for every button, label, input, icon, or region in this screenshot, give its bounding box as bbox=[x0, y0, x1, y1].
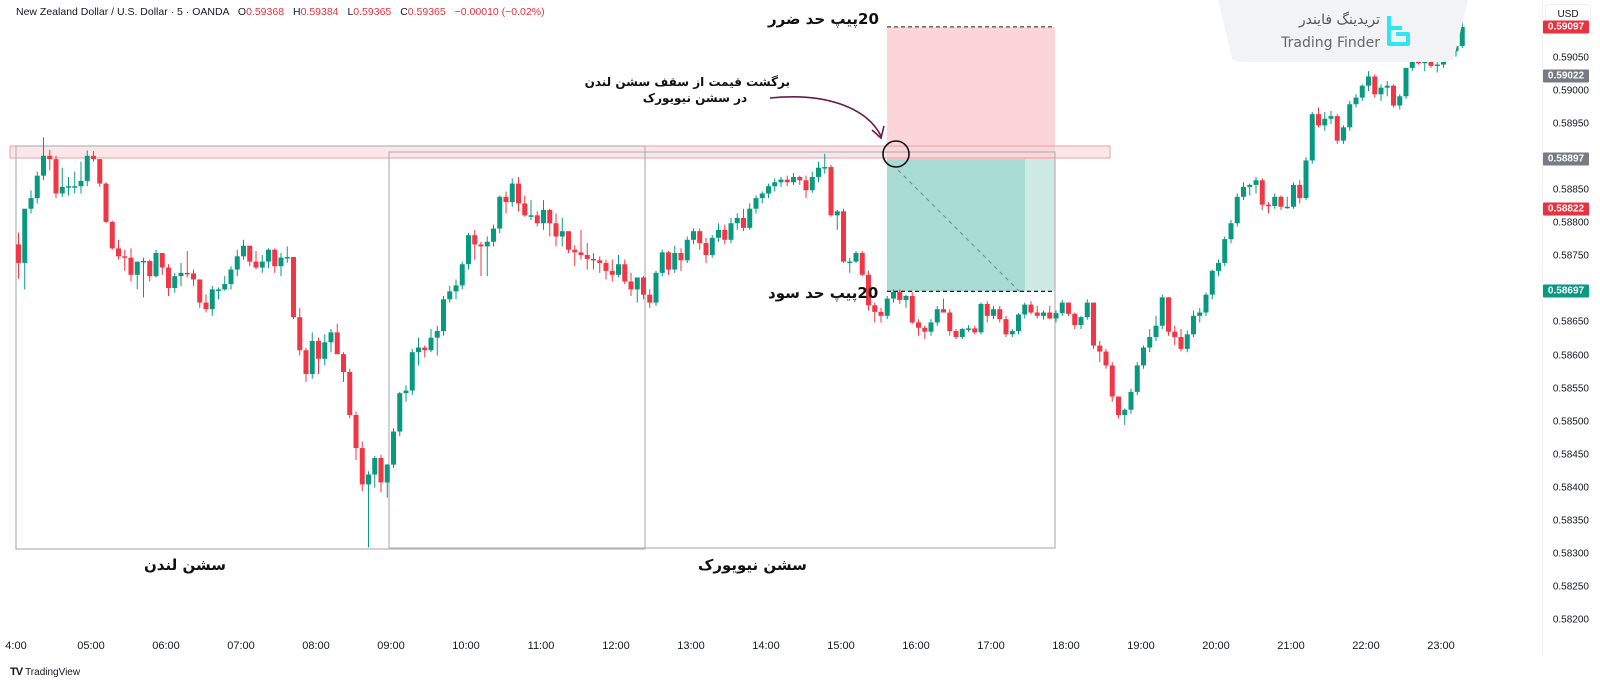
curved-arrow-icon bbox=[769, 96, 882, 137]
high-value: 0.59384 bbox=[300, 6, 339, 18]
london-session-label: سشن لندن bbox=[144, 556, 226, 574]
close-label: C bbox=[400, 6, 408, 18]
newyork-session-box[interactable] bbox=[388, 151, 1056, 549]
low-value: 0.59365 bbox=[353, 6, 392, 18]
price-tick: 0.58600 bbox=[1552, 350, 1589, 361]
change-value: −0.00010 (−0.02%) bbox=[454, 6, 545, 18]
open-value: 0.59368 bbox=[246, 6, 285, 18]
overlay-zones bbox=[9, 26, 1111, 550]
tradingview-label: TradingView bbox=[25, 666, 81, 678]
stop-loss-zone[interactable] bbox=[887, 26, 1055, 160]
time-tick: 23:00 bbox=[1427, 640, 1455, 652]
open-label: O bbox=[237, 6, 247, 18]
price-tick: 0.58400 bbox=[1552, 482, 1589, 494]
time-tick: 07:00 bbox=[227, 640, 255, 652]
price-badge: 0.58822 bbox=[1543, 202, 1589, 216]
take-profit-zone[interactable] bbox=[887, 159, 1025, 292]
time-tick: 15:00 bbox=[827, 640, 855, 652]
price-tick: 0.58350 bbox=[1552, 515, 1589, 527]
tradingview-branding[interactable]: TV TradingView bbox=[10, 666, 80, 678]
time-tick: 06:00 bbox=[152, 640, 180, 652]
note-text: برگشت قیمت از سقف سشن لندن در سشن نیویور… bbox=[584, 74, 790, 106]
time-tick: 21:00 bbox=[1277, 640, 1305, 652]
time-tick: 08:00 bbox=[302, 640, 330, 652]
newyork-session-label: سشن نیویورک bbox=[698, 556, 807, 574]
time-tick: 22:00 bbox=[1352, 640, 1380, 652]
time-tick: 05:00 bbox=[77, 640, 105, 652]
tradingview-logo-icon: TV bbox=[10, 666, 23, 678]
time-tick: 16:00 bbox=[902, 640, 930, 652]
price-badge: 0.59022 bbox=[1543, 69, 1589, 83]
stop-loss-label: 20پیپ حد ضرر bbox=[768, 10, 879, 28]
time-tick: 12:00 bbox=[602, 640, 630, 652]
time-tick: 19:00 bbox=[1127, 640, 1155, 652]
time-tick: 20:00 bbox=[1202, 640, 1230, 652]
symbol-name: New Zealand Dollar / U.S. Dollar · 5 · O… bbox=[16, 6, 229, 18]
time-tick: 14:00 bbox=[752, 640, 780, 652]
symbol-legend: New Zealand Dollar / U.S. Dollar · 5 · O… bbox=[16, 6, 545, 18]
price-tick: 0.59000 bbox=[1552, 85, 1589, 97]
low-label: L bbox=[347, 6, 354, 18]
time-tick: 17:00 bbox=[977, 640, 1005, 652]
trading-finder-logo-icon bbox=[1387, 16, 1410, 46]
watermark-fa: تریدینگ فایندر bbox=[1298, 12, 1380, 28]
price-axis[interactable]: USD 0.59050 0.59000 0.58950 0.58850 0.58800 0… bbox=[1542, 0, 1600, 656]
price-tick: 0.58550 bbox=[1552, 383, 1589, 395]
price-tick: 0.58200 bbox=[1552, 614, 1589, 626]
time-tick: 18:00 bbox=[1052, 640, 1080, 652]
price-tick: 0.58950 bbox=[1552, 118, 1589, 130]
trading-finder-watermark: تریدینگ فایندر Trading Finder bbox=[1218, 0, 1468, 62]
london-session-box[interactable] bbox=[15, 145, 646, 550]
drawing-annotations bbox=[769, 96, 1021, 293]
high-label: H bbox=[292, 6, 301, 18]
watermark-en: Trading Finder bbox=[1281, 35, 1380, 51]
price-tick: 0.58850 bbox=[1552, 184, 1589, 196]
time-tick: 11:00 bbox=[527, 640, 555, 652]
time-tick: 09:00 bbox=[377, 640, 405, 652]
price-tick: 0.58300 bbox=[1552, 548, 1589, 560]
time-tick: 4:00 bbox=[5, 640, 27, 652]
arrow-head-icon bbox=[871, 125, 885, 140]
price-badge: 0.59097 bbox=[1543, 20, 1589, 34]
note-line-2: در سشن نیویورک bbox=[642, 91, 748, 105]
price-badge: 0.58897 bbox=[1543, 152, 1589, 166]
price-tick: 0.58500 bbox=[1552, 416, 1589, 428]
price-tick: 0.58650 bbox=[1552, 316, 1589, 328]
price-badge: 0.58697 bbox=[1543, 284, 1589, 298]
note-line-1: برگشت قیمت از سقف سشن لندن bbox=[584, 75, 790, 89]
price-tick: 0.58250 bbox=[1552, 581, 1589, 593]
price-tick: 0.58450 bbox=[1552, 449, 1589, 461]
highlight-circle bbox=[882, 140, 910, 168]
time-tick: 10:00 bbox=[452, 640, 480, 652]
candles bbox=[16, 12, 1465, 548]
take-profit-zone-remaining bbox=[1025, 159, 1055, 292]
price-tick: 0.59050 bbox=[1552, 52, 1589, 64]
close-value: 0.59365 bbox=[407, 6, 446, 18]
price-tick: 0.58750 bbox=[1552, 250, 1589, 262]
price-tick: 0.58800 bbox=[1552, 217, 1589, 229]
take-profit-label: 20پیپ حد سود bbox=[768, 284, 879, 302]
time-tick: 13:00 bbox=[677, 640, 705, 652]
